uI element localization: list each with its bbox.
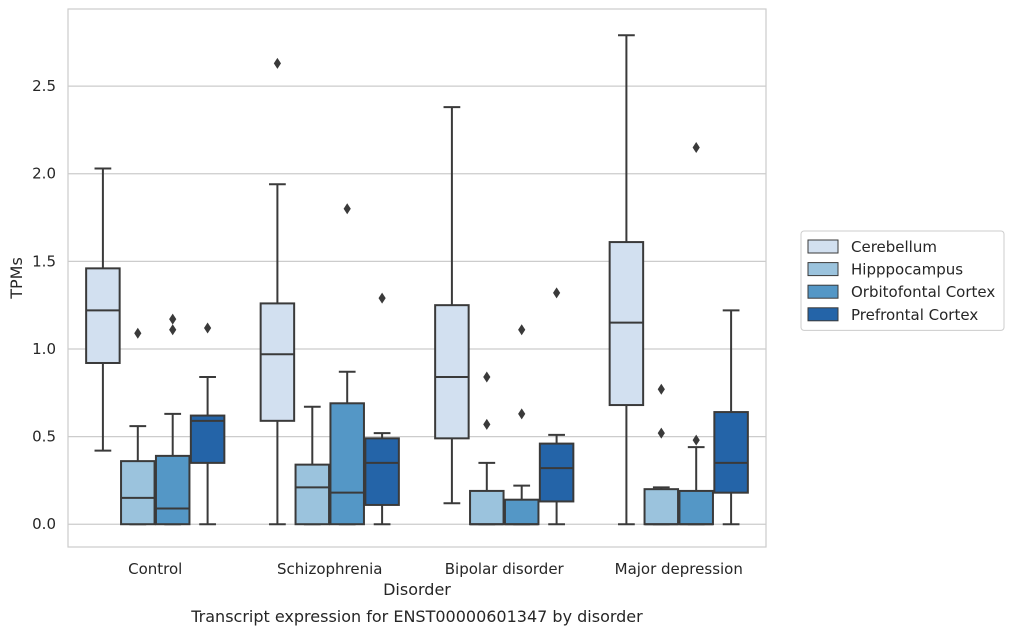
box-2-0 <box>434 106 470 505</box>
box-body <box>364 437 400 506</box>
y-tick-label: 2.5 <box>32 77 56 95</box>
x-axis-ticks: Control Schizophrenia Bipolar disorder Majo… <box>128 560 743 578</box>
outlier-point <box>169 313 177 325</box>
legend-swatch <box>807 307 839 322</box>
box-0-2 <box>154 313 191 526</box>
x-tick-label: Control <box>128 560 182 578</box>
box-2-3 <box>538 287 575 526</box>
box-2-2 <box>503 324 540 526</box>
legend-label: Cerebellum <box>851 238 937 256</box>
box-body <box>469 489 505 526</box>
box-body <box>538 442 575 503</box>
x-axis-label: Disorder <box>383 580 451 599</box>
y-tick-label: 0.5 <box>32 428 56 446</box>
outlier-point <box>518 324 526 336</box>
box-body <box>643 488 680 526</box>
outlier-point <box>378 292 386 304</box>
box-body <box>503 498 540 526</box>
outlier-point <box>657 383 665 395</box>
box-0-0 <box>85 167 121 452</box>
box-3-1 <box>643 383 680 526</box>
box-plot-area <box>85 34 749 526</box>
box-body <box>434 304 470 440</box>
box-1-1 <box>294 405 331 526</box>
x-tick-label: Bipolar disorder <box>445 560 565 578</box>
box-3-0 <box>608 34 645 526</box>
chart-caption: Transcript expression for ENST0000060134… <box>190 607 643 626</box>
y-tick-label: 2.0 <box>32 165 56 183</box>
legend: Cerebellum Hipppocampus Orbitofontal Corte… <box>800 230 1005 331</box>
y-tick-label: 1.5 <box>32 252 56 270</box>
y-axis-ticks: 0.0 0.5 1.0 1.5 2.0 2.5 <box>32 77 56 533</box>
outlier-point <box>343 203 351 215</box>
box-3-3 <box>713 309 749 526</box>
legend-label: Hipppocampus <box>851 261 963 279</box>
x-tick-label: Schizophrenia <box>277 560 382 578</box>
outlier-point <box>518 408 526 420</box>
legend-swatch <box>807 262 839 277</box>
outlier-point <box>169 324 177 336</box>
legend-swatch <box>807 284 839 299</box>
x-tick-label: Major depression <box>615 560 743 578</box>
box-body <box>154 454 191 526</box>
outlier-point <box>204 322 212 334</box>
outlier-point <box>483 418 491 430</box>
outlier-point <box>483 371 491 383</box>
box-2-1 <box>469 371 505 526</box>
legend-label: Orbitofontal Cortex <box>851 283 995 301</box>
box-body <box>294 463 331 526</box>
box-body <box>713 411 749 494</box>
outlier-point <box>134 327 142 339</box>
box-body <box>329 402 365 526</box>
outlier-point <box>273 57 281 69</box>
outlier-point <box>657 427 665 439</box>
box-body <box>85 267 121 364</box>
box-body <box>189 414 226 464</box>
outlier-point <box>692 434 700 446</box>
box-0-3 <box>189 322 226 526</box>
legend-swatch <box>807 239 839 254</box>
legend-frame <box>800 230 1005 331</box>
y-tick-label: 1.0 <box>32 340 56 358</box>
outlier-point <box>692 141 700 153</box>
y-axis-label: TPMs <box>7 257 26 300</box>
outlier-point <box>553 287 561 299</box>
box-body <box>259 302 296 422</box>
box-1-2 <box>329 203 365 526</box>
box-body <box>120 460 156 526</box>
box-body <box>678 489 714 526</box>
legend-label: Prefrontal Cortex <box>851 306 978 324</box>
y-tick-label: 0.0 <box>32 515 56 533</box>
plot-frame <box>67 8 767 548</box>
box-3-2 <box>678 141 714 526</box>
box-1-3 <box>364 292 400 526</box>
box-1-0 <box>259 57 296 526</box>
box-0-1 <box>120 327 156 526</box>
